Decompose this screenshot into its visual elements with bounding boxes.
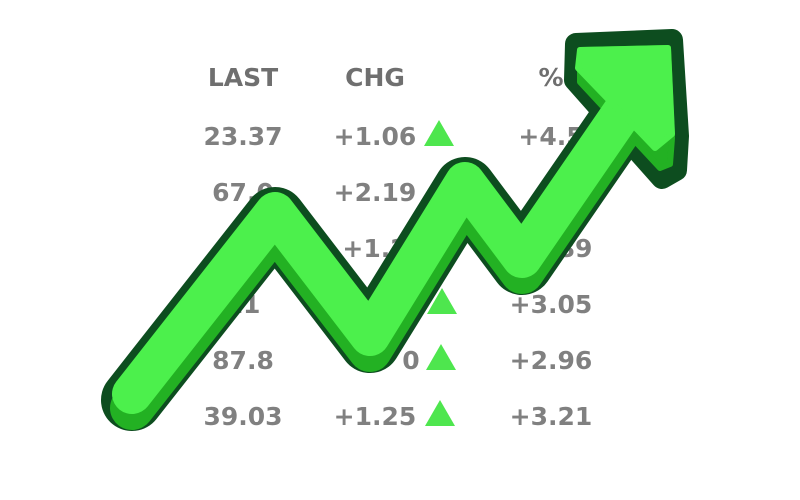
row-0-chg: +1.06 (333, 122, 417, 151)
header-chg: CHG (345, 63, 405, 92)
up-triangle-icon (424, 120, 454, 146)
row-4-chg: 0 (402, 346, 420, 375)
row-5-chg: +1.25 (333, 402, 417, 431)
row-4-last: 87.8 (212, 346, 274, 375)
row-4-pct: +2.96 (509, 346, 593, 375)
row-1-chg: +2.19 (333, 178, 417, 207)
header-last: LAST (207, 63, 279, 92)
row-5-last: 39.03 (203, 402, 283, 431)
up-triangle-icon (425, 400, 455, 426)
header-pct: % (538, 63, 564, 92)
row-5-pct: +3.21 (509, 402, 593, 431)
up-triangle-icon (426, 344, 456, 370)
row-0-last: 23.37 (203, 122, 283, 151)
